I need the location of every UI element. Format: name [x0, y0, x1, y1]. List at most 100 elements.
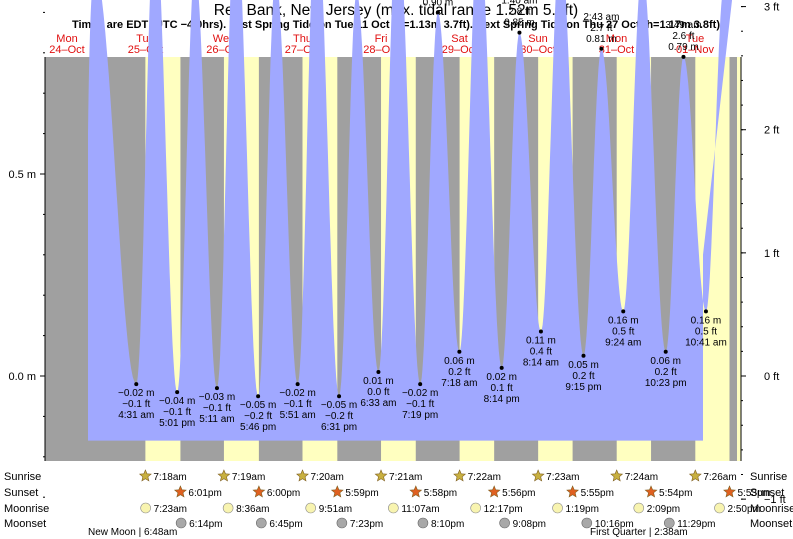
right-axis-tick-label: 2 ft [764, 125, 779, 137]
first-quarter-label: First Quarter | 2:38am [590, 527, 688, 538]
sunset-time: 5:54pm [659, 488, 692, 499]
moonrise-icon [552, 502, 563, 514]
low-tide-time: 9:15 pm [565, 382, 601, 393]
high-tide-time: 3:49 am [665, 20, 701, 31]
row-label-left-moonset: Moonset [4, 518, 46, 530]
sunset-time: 5:53pm [737, 488, 770, 499]
day-header-date: 28–Oct [363, 44, 398, 56]
moonrise-time: 11:07am [401, 504, 439, 515]
moonrise-icon [388, 502, 399, 514]
tide-point [517, 30, 522, 35]
low-tide-feet: 0.0 ft [367, 387, 389, 398]
right-axis-tick-label: −1 ft [764, 494, 786, 506]
sunrise-time: 7:19am [232, 472, 265, 483]
moonset-time: 10:16pm [595, 519, 634, 530]
moonrise-icon [222, 502, 234, 514]
moonrise-icon [140, 502, 151, 514]
tide-point [621, 309, 626, 314]
low-tide-time: 7:18 am [441, 378, 477, 389]
low-tide-metres: 0.05 m [568, 360, 599, 371]
tide-labels: −0.02 m−0.1 ft4:31 am10:13 am3.7 ft1.13 … [118, 0, 727, 433]
high-tide-metres: 0.79 m [668, 42, 699, 53]
tide-point [214, 386, 219, 391]
low-tide-time: 9:24 am [605, 337, 641, 348]
low-tide-time: 10:41 am [685, 337, 727, 348]
sunset-icon [252, 485, 266, 498]
low-tide-feet: −0.1 ft [284, 399, 312, 410]
moonrise-icon [305, 502, 317, 514]
row-label-right-moonset: Moonset [750, 518, 792, 530]
low-tide-metres: 0.11 m [526, 336, 556, 347]
low-tide-metres: −0.02 m [118, 388, 154, 399]
moonset-time: 6:14pm [189, 519, 222, 530]
high-tide-feet: 2.6 ft [672, 31, 694, 42]
sun-moon-table: Sunrise Sunrise Sunset Sunset Moonrise Moonri… [4, 469, 793, 538]
sunrise-time: 7:18am [153, 472, 186, 483]
row-label-left-sunrise: Sunrise [4, 471, 41, 483]
low-tide-metres: −0.02 m [402, 388, 438, 399]
tide-point [295, 382, 300, 387]
low-tide-time: 6:33 am [360, 398, 396, 409]
row-label-left-sunset: Sunset [4, 487, 38, 499]
right-axis-tick-label: 1 ft [764, 248, 779, 260]
sunset-icon [173, 485, 187, 498]
tide-point [256, 394, 261, 399]
moonrise-time: 12:17pm [484, 504, 523, 515]
day-header-dow: Sun [528, 33, 548, 45]
sunrise-icon [138, 469, 152, 482]
high-tide-metres: 0.90 m [423, 0, 454, 8]
low-tide-feet: −0.2 ft [244, 411, 272, 422]
sunset-icon [487, 485, 501, 498]
sunrise-time: 7:22am [468, 472, 501, 483]
sunset-time: 6:01pm [188, 488, 221, 499]
moonset-icon [499, 517, 510, 529]
moonrise-icon [714, 502, 725, 514]
sunrise-time: 7:24am [625, 472, 658, 483]
row-label-right-sunset: Sunset [750, 487, 784, 499]
low-tide-feet: 0.2 ft [448, 367, 470, 378]
sunrise-time: 7:20am [310, 472, 343, 483]
low-tide-metres: 0.06 m [650, 356, 681, 367]
high-tide-metres: 0.81 m [586, 34, 617, 45]
tide-point [175, 390, 180, 395]
sunrise-icon [531, 469, 545, 482]
low-tide-time: 7:19 pm [402, 410, 438, 421]
tide-point [499, 365, 504, 370]
low-tide-feet: −0.1 ft [203, 403, 231, 414]
new-moon-label: New Moon | 6:48am [88, 527, 177, 538]
tide-point [376, 369, 381, 374]
low-tide-feet: −0.2 ft [325, 411, 353, 422]
moonset-icon [336, 517, 348, 529]
low-tide-time: 10:23 pm [645, 378, 687, 389]
sunrise-icon [453, 469, 467, 482]
left-axis-tick-label: 0.5 m [8, 169, 36, 181]
low-tide-metres: 0.02 m [486, 372, 517, 383]
moonset-icon [664, 517, 675, 529]
sunrise-icon [374, 469, 388, 482]
day-header-date: 30–Oct [520, 44, 555, 56]
moonset-icon [581, 517, 593, 529]
moonrise-time: 1:19pm [566, 504, 599, 515]
tide-point [538, 329, 543, 334]
left-axis-tick-label: 0.0 m [8, 371, 36, 383]
moonset-time: 6:45pm [269, 519, 302, 530]
low-tide-feet: −0.1 ft [122, 399, 150, 410]
moonrise-time: 7:23am [154, 504, 187, 515]
sunset-time: 5:58pm [424, 488, 457, 499]
row-label-right-sunrise: Sunrise [750, 471, 787, 483]
sunrise-time: 7:21am [389, 472, 422, 483]
sunset-time: 5:59pm [345, 488, 378, 499]
moonset-icon [256, 517, 267, 529]
tide-point [703, 309, 708, 314]
low-tide-time: 5:46 pm [240, 422, 276, 433]
tide-point [581, 353, 586, 358]
sunrise-icon [217, 469, 231, 482]
day-header-date: 24–Oct [49, 44, 84, 56]
low-tide-time: 8:14 pm [484, 394, 520, 405]
day-header-date: 29–Oct [442, 44, 477, 56]
tide-point [681, 54, 686, 59]
high-tide-feet: 2.8 ft [508, 7, 530, 18]
low-tide-feet: −0.1 ft [406, 399, 434, 410]
axes: 1.0 m0.5 m0.0 m4 ft3 ft2 ft1 ft0 ft−1 ft [8, 2, 786, 507]
